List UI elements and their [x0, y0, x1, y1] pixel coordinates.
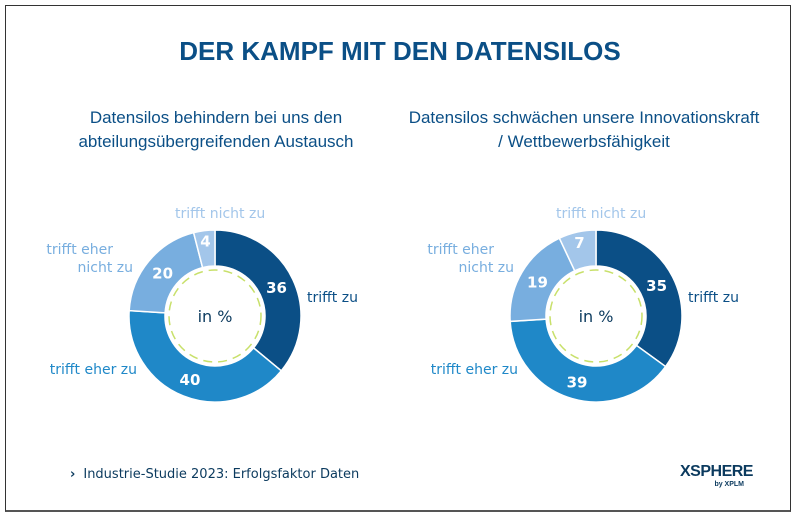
donut-slice-trifft-nicht-zu: [558, 229, 597, 272]
category-label: trifft nicht zu: [175, 206, 265, 222]
data-label: 35: [646, 277, 667, 295]
category-label: nicht zu: [78, 260, 134, 276]
category-label: trifft zu: [307, 290, 358, 306]
category-label: trifft eher: [427, 242, 494, 258]
slide-frame: [5, 5, 791, 512]
chevron-right-icon: ›: [70, 467, 76, 482]
center-label: in %: [579, 307, 614, 326]
data-label: 36: [266, 279, 287, 297]
chart-2-title: Datensilos schwächen unsere Innovationsk…: [408, 108, 760, 151]
logo: XSPHERE by XPLM: [680, 463, 753, 488]
donut-slice-trifft-eher-zu: [128, 309, 283, 403]
footer-text: Industrie-Studie 2023: Erfolgsfaktor Dat…: [83, 467, 360, 482]
chart-1-title: Datensilos behindern bei uns den abteilu…: [78, 108, 354, 151]
category-label: trifft eher: [46, 242, 113, 258]
category-label: trifft nicht zu: [556, 206, 646, 222]
category-label: trifft eher zu: [431, 362, 518, 378]
center-label: in %: [198, 307, 233, 326]
data-label: 19: [527, 273, 548, 291]
data-label: 7: [574, 234, 584, 252]
data-label: 4: [200, 233, 210, 251]
data-label: 39: [567, 373, 588, 391]
dashed-ring: [549, 269, 643, 363]
donut-slice-trifft-zu: [595, 229, 683, 368]
donut-slice-trifft-zu: [214, 229, 302, 372]
data-label: 40: [180, 371, 201, 389]
category-label: trifft eher zu: [50, 362, 137, 378]
category-label: nicht zu: [459, 260, 515, 276]
footer-source: › Industrie-Studie 2023: Erfolgsfaktor Da…: [70, 467, 359, 482]
data-label: 20: [152, 265, 173, 283]
logo-name: XSPHERE: [680, 463, 753, 480]
logo-sub: by XPLM: [714, 481, 744, 488]
slide-title: DER KAMPF MIT DEN DATENSILOS: [179, 36, 621, 66]
donut-slice-trifft-nicht-zu: [192, 229, 216, 269]
category-label: trifft zu: [688, 290, 739, 306]
donut-slice-trifft-eher-zu: [509, 318, 667, 403]
dashed-ring: [168, 269, 262, 363]
